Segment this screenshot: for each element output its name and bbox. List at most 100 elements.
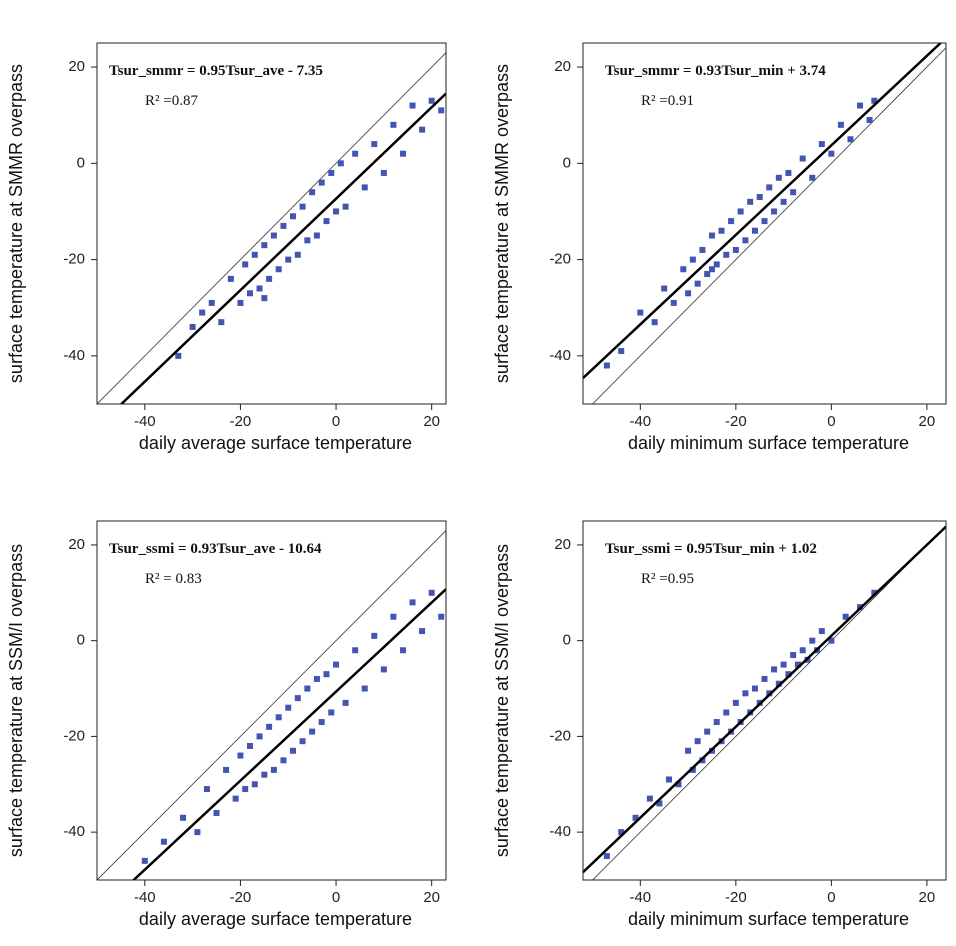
point [790, 189, 797, 196]
point [242, 261, 249, 268]
point [737, 208, 744, 215]
y-tick-label: -20 [549, 251, 571, 268]
point [651, 319, 658, 326]
point [390, 121, 397, 128]
point [694, 280, 701, 287]
r-squared: R² =0.87 [145, 93, 198, 109]
point [261, 295, 268, 302]
point [261, 771, 268, 778]
point [208, 299, 215, 306]
point [775, 174, 782, 181]
x-tick-label: 0 [332, 413, 340, 430]
y-tick-label: -20 [63, 727, 85, 744]
x-tick-label: -20 [725, 889, 747, 906]
point [771, 666, 778, 673]
point [299, 738, 306, 745]
point [390, 613, 397, 620]
r-squared: R² =0.95 [641, 571, 694, 587]
y-tick-label: 0 [563, 154, 571, 171]
x-tick-label: 20 [423, 413, 440, 430]
point [780, 661, 787, 668]
point [761, 218, 768, 225]
x-tick-label: 0 [332, 889, 340, 906]
point [141, 857, 148, 864]
point [799, 647, 806, 654]
point [775, 680, 782, 687]
y-tick-label: -40 [549, 823, 571, 840]
point [318, 719, 325, 726]
x-tick-label: -40 [134, 413, 156, 430]
point [818, 141, 825, 148]
point [189, 323, 196, 330]
point [280, 222, 287, 229]
point [419, 126, 426, 133]
point [323, 218, 330, 225]
point [237, 299, 244, 306]
one-to-one-line [591, 47, 946, 404]
point [428, 97, 435, 104]
point [318, 179, 325, 186]
point [199, 309, 206, 316]
point [751, 685, 758, 692]
y-tick-label: -20 [549, 727, 571, 744]
y-tick-label: -40 [549, 347, 571, 364]
point [618, 829, 625, 836]
plot-area [583, 525, 946, 880]
x-tick-label: 0 [827, 889, 835, 906]
x-tick-label: 20 [919, 413, 936, 430]
point [333, 208, 340, 215]
point [661, 285, 668, 292]
point [256, 285, 263, 292]
point [718, 227, 725, 234]
point [266, 723, 273, 730]
point [438, 107, 445, 114]
point [419, 628, 426, 635]
point [857, 102, 864, 109]
point [766, 184, 773, 191]
point [285, 704, 292, 711]
x-axis-label: daily minimum surface temperature [628, 909, 909, 929]
point [180, 814, 187, 821]
x-tick-label: 20 [423, 889, 440, 906]
point [399, 150, 406, 157]
point [246, 742, 253, 749]
point [761, 675, 768, 682]
y-tick-label: -20 [63, 251, 85, 268]
x-tick-label: 20 [919, 889, 936, 906]
point [818, 628, 825, 635]
point [223, 766, 230, 773]
point [632, 814, 639, 821]
point [352, 150, 359, 157]
y-axis-label: surface temperature at SSM/I overpass [6, 544, 26, 857]
fit-line [131, 588, 446, 880]
point [618, 348, 625, 355]
point [438, 613, 445, 620]
point [352, 647, 359, 654]
point [309, 189, 316, 196]
point [742, 690, 749, 697]
point [708, 232, 715, 239]
point [175, 352, 182, 359]
fit-line [119, 92, 446, 404]
equation: Tsur_smmr = 0.93Tsur_min + 3.74 [605, 63, 826, 79]
point [603, 362, 610, 369]
point [371, 632, 378, 639]
point [675, 781, 682, 788]
point [723, 251, 730, 258]
point [656, 800, 663, 807]
point [728, 218, 735, 225]
point [809, 637, 816, 644]
y-tick-label: 0 [77, 154, 85, 171]
point [313, 675, 320, 682]
point [294, 251, 301, 258]
point [689, 766, 696, 773]
point [270, 766, 277, 773]
point [751, 227, 758, 234]
plot-frame [96, 42, 447, 405]
point [699, 757, 706, 764]
plot-area [583, 43, 946, 404]
point [256, 733, 263, 740]
point [304, 237, 311, 244]
point [299, 203, 306, 210]
point [371, 141, 378, 148]
